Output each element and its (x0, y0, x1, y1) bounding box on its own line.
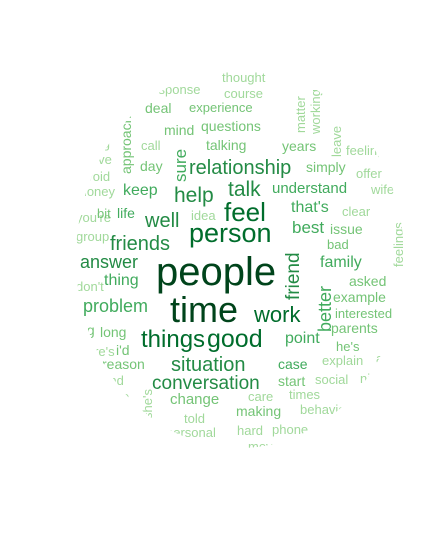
word: relationship (189, 157, 292, 179)
word: you're (76, 210, 112, 225)
word: nice (360, 371, 384, 386)
word: i'd (116, 342, 130, 358)
word: that's (291, 199, 329, 216)
word: friend (283, 252, 304, 300)
word: times (289, 387, 321, 402)
word: asked (349, 273, 387, 289)
word: she's (140, 389, 155, 419)
word: work (254, 302, 301, 327)
word: clear (342, 204, 371, 219)
word: money (76, 184, 116, 199)
word: matter (293, 96, 308, 133)
word: response (147, 82, 201, 97)
word: wife (371, 182, 395, 197)
word: well (145, 210, 180, 232)
word: place (98, 389, 130, 404)
word: explain (322, 353, 364, 368)
word: answer (80, 252, 139, 272)
word: don't (76, 279, 104, 294)
word: phone (272, 422, 309, 437)
word: group (76, 229, 110, 244)
word: avoid (79, 169, 111, 184)
word: issue (330, 221, 363, 237)
word: hard (237, 423, 264, 438)
word: topic (81, 120, 109, 135)
word: case (278, 356, 308, 372)
word: move (248, 439, 280, 454)
word: problem (83, 296, 149, 316)
word: bit (97, 206, 111, 221)
word: open (123, 428, 152, 443)
word: feelings (391, 222, 406, 267)
word: happy (96, 410, 132, 425)
word: talk (228, 178, 261, 201)
word: he's (336, 339, 360, 354)
word: other (76, 373, 106, 388)
word: day (140, 158, 163, 174)
word: people (156, 250, 277, 294)
word: person (189, 218, 272, 248)
word: things (141, 326, 206, 353)
word: mind (164, 122, 195, 138)
word: behavior (300, 402, 350, 417)
word: approach (118, 115, 134, 174)
word: help (174, 184, 214, 207)
word: making (236, 403, 282, 419)
word: understand (272, 180, 348, 197)
word: idea (191, 208, 216, 223)
word: thing (104, 272, 139, 289)
word: kind (100, 373, 124, 388)
word: experience (189, 100, 253, 115)
word: talking (206, 137, 247, 153)
word: fact (76, 389, 97, 404)
word: telling (76, 136, 110, 151)
word: keep (123, 182, 158, 199)
word: change (170, 391, 220, 408)
word: time (170, 289, 239, 330)
word: there's (76, 344, 115, 359)
word: interested (335, 306, 393, 321)
word: told (184, 411, 205, 426)
word: reason (102, 356, 145, 372)
word: offer (356, 166, 382, 181)
word: years (282, 138, 317, 154)
word: point (285, 330, 320, 347)
word: feeling (346, 143, 385, 158)
word: conversation (152, 373, 260, 394)
word: deal (145, 100, 172, 116)
word: call (141, 138, 161, 153)
word: life (117, 205, 135, 221)
word: social (315, 372, 349, 387)
word: friends (110, 233, 171, 255)
word: example (333, 289, 386, 305)
word: thought (222, 70, 266, 85)
word: advice (376, 351, 414, 366)
word: parents (331, 320, 378, 336)
word: care (248, 389, 274, 404)
word: bad (327, 237, 349, 252)
word: questions (201, 118, 261, 134)
word: family (320, 254, 362, 271)
word: feel (224, 197, 266, 227)
word: sure (171, 148, 190, 182)
word: leave (329, 125, 344, 157)
word: long (100, 324, 127, 340)
word: working (308, 89, 323, 134)
word: simply (306, 159, 346, 175)
word: best (292, 218, 325, 237)
word: situation (171, 354, 246, 376)
word: good (207, 325, 263, 353)
word: course (224, 86, 264, 101)
word: personal (166, 425, 216, 440)
word: ing (76, 322, 95, 338)
word: love (88, 152, 112, 167)
word: start (278, 373, 306, 389)
